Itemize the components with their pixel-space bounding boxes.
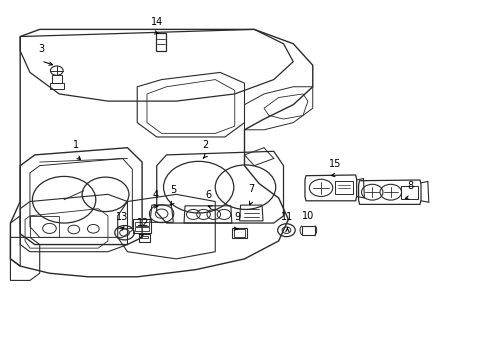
Text: 7: 7 [248, 184, 254, 194]
Text: 15: 15 [328, 158, 341, 168]
Bar [156, 33, 166, 51]
Text: 12: 12 [137, 219, 149, 228]
Bar [135, 226, 149, 231]
Text: 10: 10 [301, 211, 313, 221]
Text: 3: 3 [38, 45, 44, 54]
Text: 14: 14 [150, 17, 163, 27]
Bar [139, 234, 150, 242]
Text: 6: 6 [205, 190, 211, 200]
Bar [50, 83, 63, 89]
Text: 2: 2 [202, 140, 208, 149]
Bar [231, 228, 247, 238]
Bar [233, 229, 245, 237]
Bar [52, 75, 61, 83]
Bar [334, 181, 352, 194]
Text: 11: 11 [281, 212, 293, 222]
Bar [141, 235, 148, 238]
Text: 9: 9 [234, 212, 240, 222]
Bar [400, 186, 417, 199]
Bar [135, 222, 149, 226]
Bar [30, 216, 59, 237]
Text: 4: 4 [152, 190, 159, 200]
Text: 13: 13 [115, 212, 127, 222]
Text: 5: 5 [170, 185, 176, 195]
Text: 1: 1 [73, 140, 79, 149]
Text: 8: 8 [407, 181, 412, 191]
Bar [302, 226, 314, 234]
